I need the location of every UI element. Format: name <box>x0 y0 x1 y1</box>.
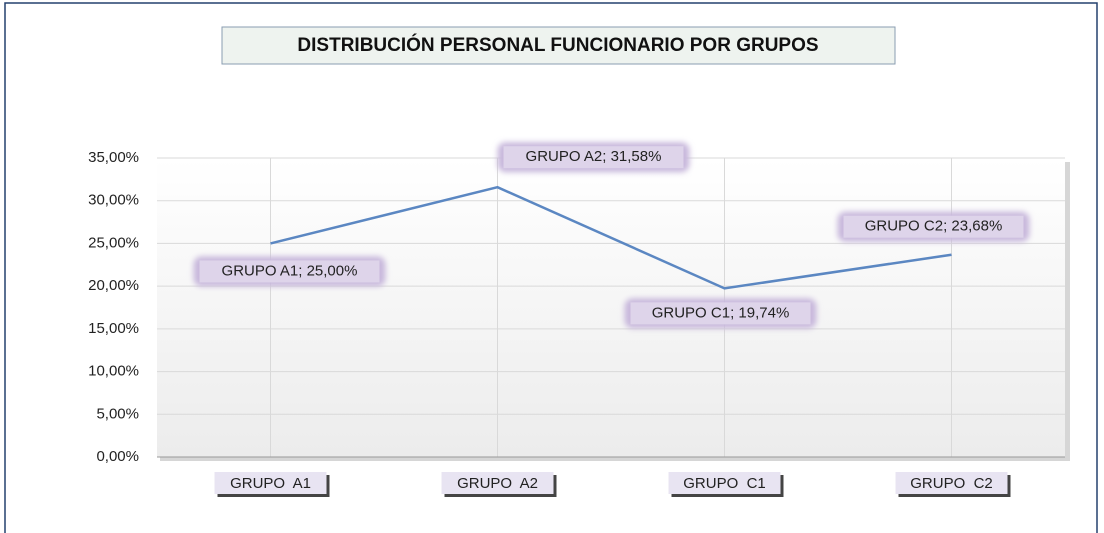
x-label-box <box>668 472 781 494</box>
x-tick-label: GRUPO C1 <box>683 475 766 492</box>
y-tick-label: 10,00% <box>88 363 139 380</box>
y-tick-label: 30,00% <box>88 192 139 209</box>
title-box <box>221 26 896 65</box>
y-tick-label: 20,00% <box>88 277 139 294</box>
data-label: GRUPO A2; 31,58% <box>526 148 662 165</box>
y-tick-label: 25,00% <box>88 234 139 251</box>
y-tick-label: 5,00% <box>96 405 139 422</box>
chart-title: DISTRIBUCIÓN PERSONAL FUNCIONARIO POR GR… <box>297 34 818 56</box>
plot-area <box>157 158 1065 457</box>
series-line <box>270 185 952 290</box>
y-tick-label: 35,00% <box>88 149 139 166</box>
label-box <box>503 146 684 169</box>
label-box <box>630 302 811 325</box>
data-label: GRUPO C1; 19,74% <box>652 304 790 321</box>
x-label-box <box>441 472 554 494</box>
y-tick-label: 0,00% <box>96 448 139 465</box>
x-tick-label: GRUPO A1 <box>230 475 311 492</box>
label-box <box>843 215 1024 238</box>
data-label: GRUPO A1; 25,00% <box>222 262 358 279</box>
x-label-box <box>895 472 1008 494</box>
y-tick-label: 15,00% <box>88 320 139 337</box>
label-box <box>199 260 380 283</box>
x-tick-label: GRUPO C2 <box>910 475 993 492</box>
x-tick-label: GRUPO A2 <box>457 475 538 492</box>
x-label-box <box>214 472 327 494</box>
data-label: GRUPO C2; 23,68% <box>865 218 1003 235</box>
